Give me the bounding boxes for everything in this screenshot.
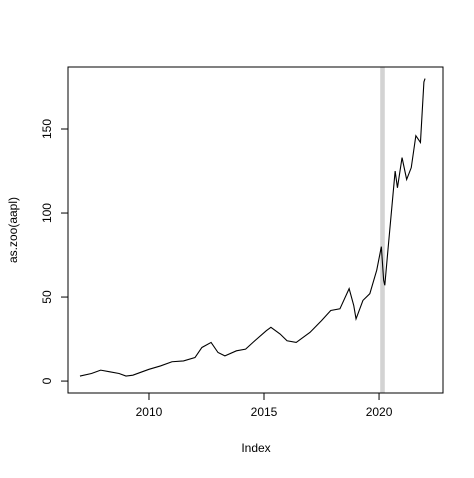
y-axis-label: as.zoo(aapl): [6, 197, 20, 263]
x-tick-label: 2015: [251, 405, 278, 419]
x-tick-label: 2020: [366, 405, 393, 419]
y-tick-label: 150: [40, 119, 54, 139]
y-tick-label: 50: [40, 290, 54, 304]
price-line: [79, 78, 426, 377]
y-tick-label: 0: [40, 377, 54, 384]
x-tick-label: 2010: [136, 405, 163, 419]
shaded-region: [380, 67, 385, 393]
plot-frame: [67, 66, 444, 394]
x-axis-label: Index: [241, 441, 270, 455]
y-tick-label: 100: [40, 203, 54, 223]
